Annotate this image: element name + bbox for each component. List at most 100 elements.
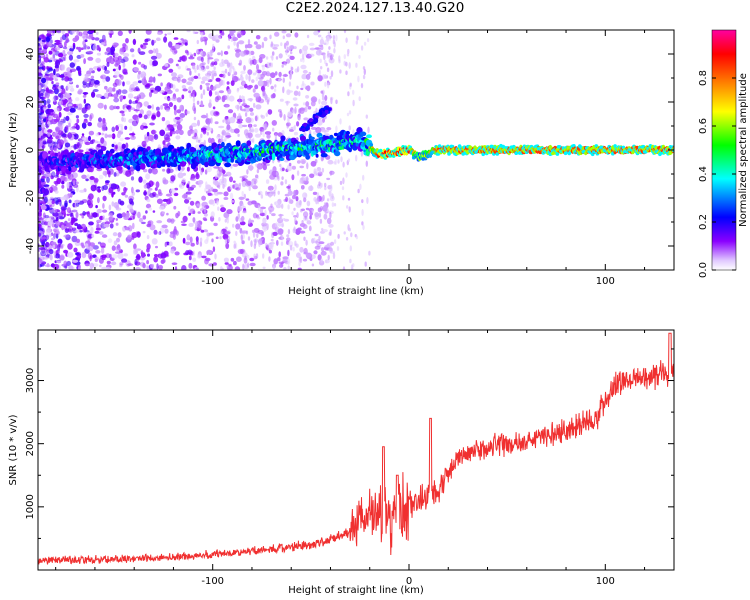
spectrogram-noise-cell [132, 222, 135, 230]
spectrogram-noise-cell [46, 138, 53, 144]
spectrogram-noise-cell [38, 173, 41, 179]
spectrogram-noise-cell [113, 172, 117, 177]
spectrogram-noise-cell [255, 104, 262, 110]
spectrogram-noise-cell [95, 57, 101, 64]
spectrogram-noise-cell [347, 197, 351, 201]
spectrogram-noise-cell [187, 129, 192, 137]
spectrogram-noise-cell [178, 184, 183, 188]
spectrogram-noise-cell [275, 56, 279, 60]
spectrogram-noise-cell [141, 221, 146, 225]
spectrogram-noise-cell [177, 59, 182, 63]
spectrogram-noise-cell [147, 253, 150, 257]
spectrogram-noise-cell [45, 53, 49, 60]
spectrogram-noise-cell [52, 85, 57, 91]
spectrogram-noise-cell [246, 43, 253, 49]
spectrogram-noise-cell [222, 73, 226, 79]
spectrogram-data [38, 30, 674, 270]
spectrogram-noise-cell [47, 220, 53, 227]
spectrogram-noise-cell [60, 175, 66, 182]
spectrogram-noise-cell [299, 48, 302, 54]
spectrogram-noise-cell [130, 176, 135, 181]
spectrogram-noise-cell [326, 217, 332, 225]
spectrogram-noise-cell [122, 226, 127, 232]
spectrogram-noise-cell [189, 177, 193, 181]
spectrogram-noise-cell [297, 227, 302, 231]
spectrogram-noise-cell [38, 185, 41, 189]
spectrogram-noise-cell [76, 254, 82, 260]
spectrogram-noise-cell [131, 120, 138, 127]
spectrogram-noise-cell [317, 171, 323, 177]
spectrogram-noise-cell [113, 240, 118, 246]
spectrogram-noise-cell [212, 178, 216, 184]
spectrogram-noise-cell [318, 241, 325, 245]
spectrogram-noise-cell [196, 39, 199, 45]
spectrogram-noise-cell [287, 111, 293, 118]
spectrogram-ridge-cell [204, 161, 209, 168]
spectrogram-noise-cell [143, 168, 148, 173]
spectrogram-noise-cell [293, 190, 297, 197]
spectrogram-noise-cell [230, 128, 236, 133]
spectrogram-noise-cell [227, 235, 231, 243]
spectrogram-noise-cell [267, 109, 273, 115]
spectrogram-ridge-cell [279, 157, 285, 161]
spectrogram-noise-cell [309, 173, 315, 179]
spectrogram-noise-cell [181, 55, 186, 61]
spectrogram-noise-cell [200, 56, 204, 63]
spectrogram-noise-cell [106, 47, 112, 53]
spectrogram-noise-cell [306, 200, 311, 207]
spectrogram-noise-cell [163, 36, 168, 43]
spectrogram-noise-cell [186, 110, 190, 115]
spectrogram-noise-cell [220, 266, 223, 270]
spectrogram-ridge-cell [481, 152, 486, 157]
spectrogram-noise-cell [328, 224, 334, 228]
spectrogram-noise-cell [256, 59, 259, 64]
spectrogram-noise-cell [284, 179, 288, 185]
spectrogram-noise-cell [63, 116, 66, 124]
spectrogram-noise-cell [58, 43, 64, 48]
spectrogram-noise-cell [134, 258, 138, 266]
spectrogram-ridge-cell [334, 150, 341, 157]
spectrogram-noise-cell [148, 91, 153, 98]
spectrogram-noise-cell [45, 87, 50, 93]
spectrogram-noise-cell [224, 136, 227, 142]
spectrogram-noise-cell [114, 70, 120, 78]
spectrogram-noise-cell [324, 186, 327, 191]
spectrogram-noise-cell [38, 72, 43, 79]
spectrogram-ridge-cell [86, 167, 93, 173]
spectrogram-noise-cell [64, 106, 70, 112]
spectrogram-noise-cell [298, 202, 302, 206]
spectrogram-noise-cell [295, 196, 299, 202]
spectrogram-noise-cell [177, 172, 184, 179]
spectrogram-noise-cell [260, 114, 263, 118]
spectrogram-noise-cell [187, 77, 194, 82]
spectrogram-noise-cell [51, 237, 55, 241]
spectrogram-noise-cell [282, 35, 285, 40]
spectrogram-noise-cell [253, 180, 257, 185]
spectrogram-noise-cell [64, 202, 68, 208]
spectrogram-noise-cell [177, 210, 181, 217]
spectrogram-noise-cell [152, 60, 158, 67]
spectrogram-noise-cell [73, 247, 78, 253]
spectrogram-noise-cell [63, 138, 67, 143]
spectrogram-noise-cell [289, 129, 294, 132]
spectrogram-noise-cell [221, 175, 225, 181]
spectrogram-noise-cell [366, 197, 369, 204]
spectrogram-noise-cell [226, 104, 229, 108]
spectrogram-noise-cell [80, 47, 84, 50]
spectrogram-noise-cell [233, 243, 236, 249]
spectrogram-ridge-cell [63, 149, 69, 155]
spectrogram-ridge-cell [146, 146, 151, 151]
spectrogram-noise-cell [38, 69, 42, 73]
spectrogram-noise-cell [221, 135, 224, 139]
spectrogram-noise-cell [190, 242, 195, 247]
spectrogram-noise-cell [146, 110, 152, 117]
spectrogram-noise-cell [123, 107, 128, 113]
spectrogram-noise-cell [121, 89, 128, 94]
spectrogram-noise-cell [306, 85, 311, 92]
spectrogram-noise-cell [119, 98, 123, 102]
spectrogram-noise-cell [320, 250, 327, 256]
spectrogram-noise-cell [215, 39, 220, 43]
spectrogram-noise-cell [193, 75, 199, 80]
spectrogram-noise-cell [293, 124, 297, 131]
spectrogram-noise-cell [293, 103, 299, 107]
